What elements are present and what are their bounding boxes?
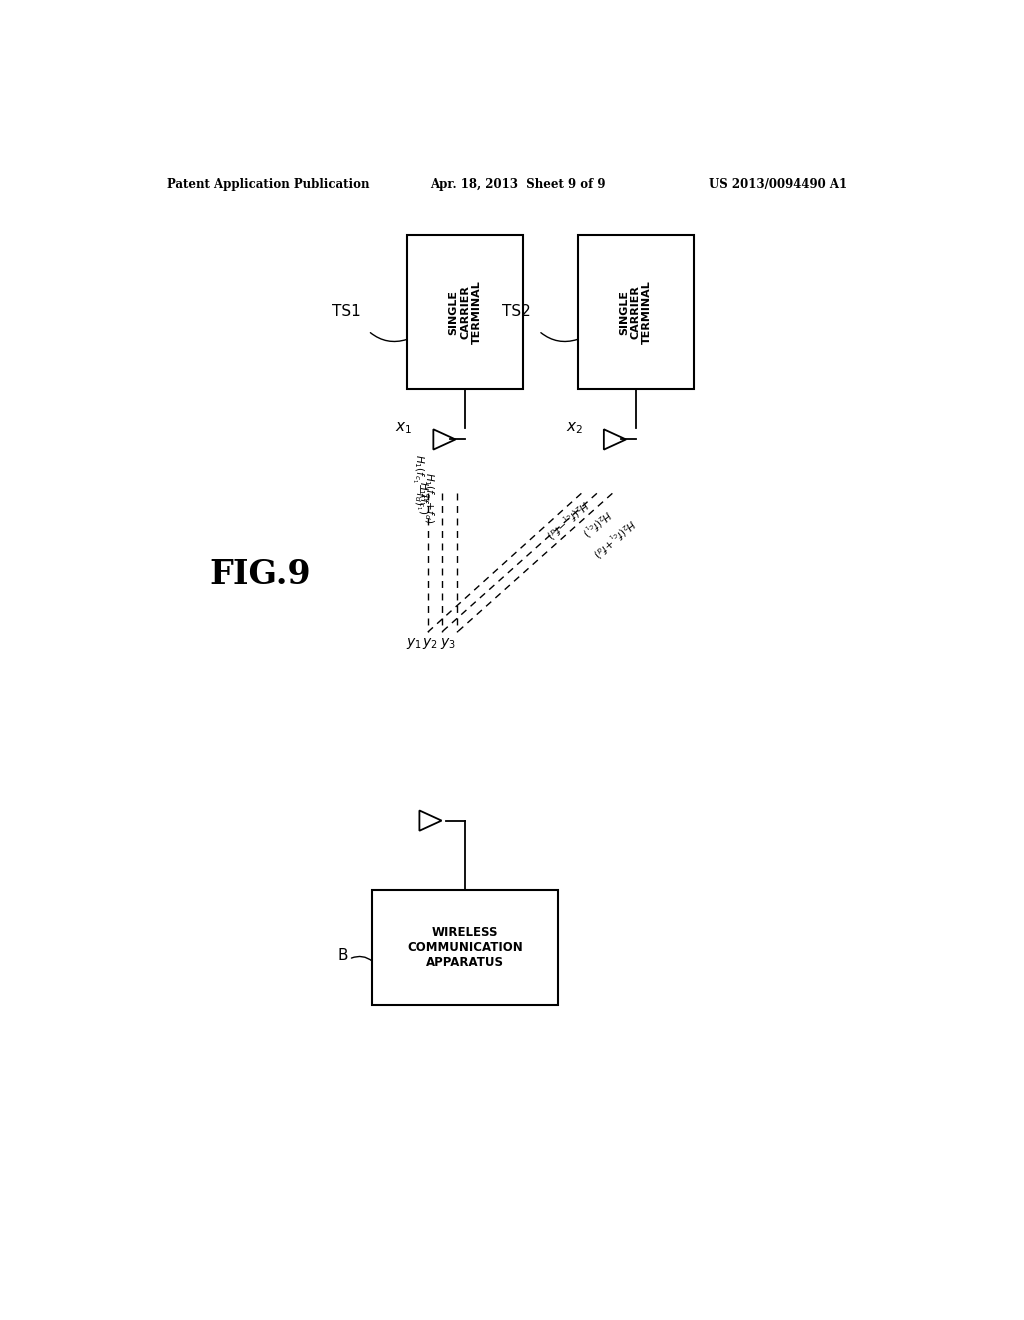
- Text: $y_2$: $y_2$: [422, 636, 438, 651]
- Bar: [407, 235, 523, 389]
- Text: $H_2(f_{c_1}\!-\!f_d)$: $H_2(f_{c_1}\!-\!f_d)$: [543, 495, 590, 541]
- Bar: [578, 235, 693, 389]
- Text: B: B: [337, 948, 348, 964]
- Text: $H_1(f_{c_1})$: $H_1(f_{c_1})$: [414, 480, 429, 515]
- Text: $H_1(f_{c_1}\!+\!f_d)$: $H_1(f_{c_1}\!+\!f_d)$: [420, 473, 434, 524]
- Text: $x_2$: $x_2$: [566, 420, 583, 436]
- Text: $H_2(f_{c_1})$: $H_2(f_{c_1})$: [579, 504, 613, 539]
- Text: SINGLE
CARRIER
TERMINAL: SINGLE CARRIER TERMINAL: [449, 281, 481, 345]
- Text: TS1: TS1: [332, 305, 360, 319]
- Text: TS2: TS2: [502, 305, 531, 319]
- Text: $x_1$: $x_1$: [395, 420, 413, 436]
- Bar: [372, 890, 558, 1006]
- Text: WIRELESS
COMMUNICATION
APPARATUS: WIRELESS COMMUNICATION APPARATUS: [408, 927, 523, 969]
- Text: $H_2(f_{c_1}\!+\!f_d)$: $H_2(f_{c_1}\!+\!f_d)$: [589, 513, 637, 560]
- Text: Apr. 18, 2013  Sheet 9 of 9: Apr. 18, 2013 Sheet 9 of 9: [430, 178, 606, 190]
- Text: $H_1(f_{c_1}\!-\!f_d)$: $H_1(f_{c_1}\!-\!f_d)$: [411, 454, 425, 506]
- Text: $y_1$: $y_1$: [406, 636, 422, 651]
- Text: SINGLE
CARRIER
TERMINAL: SINGLE CARRIER TERMINAL: [620, 281, 652, 345]
- Text: FIG.9: FIG.9: [209, 557, 311, 591]
- Text: US 2013/0094490 A1: US 2013/0094490 A1: [710, 178, 848, 190]
- Text: $y_3$: $y_3$: [440, 636, 456, 651]
- Text: Patent Application Publication: Patent Application Publication: [167, 178, 370, 190]
